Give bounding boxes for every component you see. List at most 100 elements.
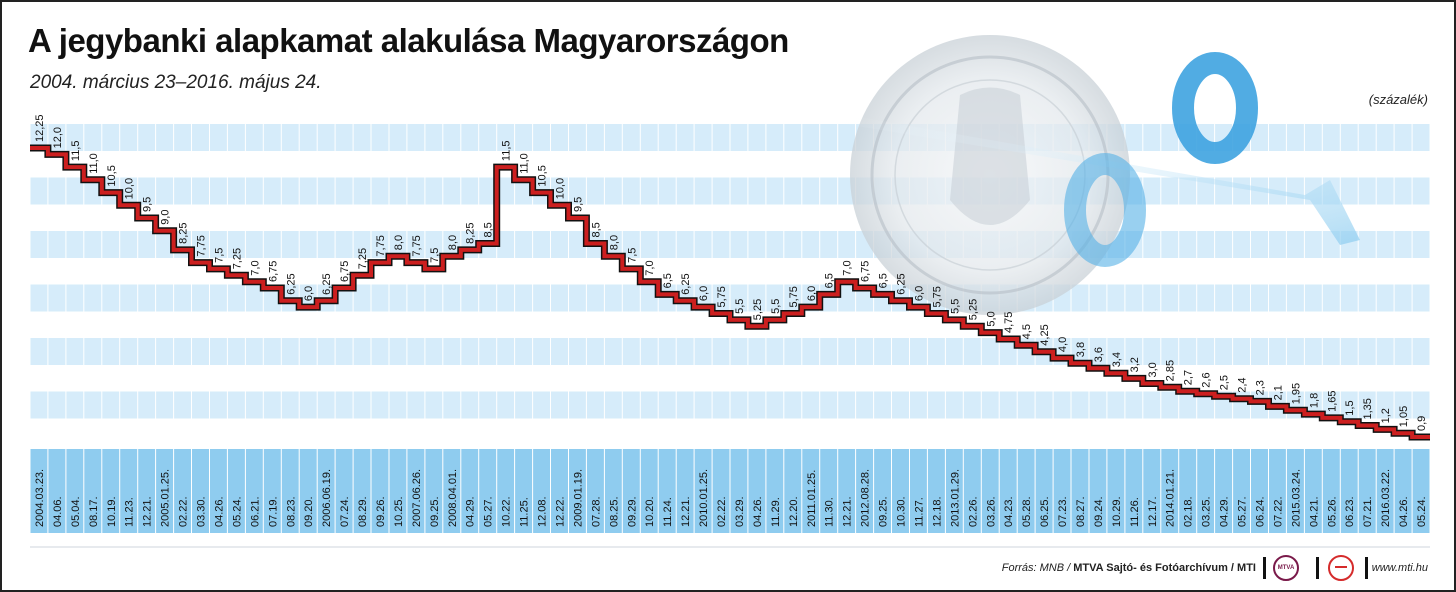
date-tick-label: 06.25. (1039, 496, 1051, 527)
date-tick-label: 06.23. (1344, 496, 1356, 527)
data-label: 6,25 (285, 273, 297, 294)
data-label: 3,6 (1093, 347, 1105, 362)
date-tick-label: 02.22. (716, 496, 728, 527)
date-tick-label: 09.26. (375, 496, 387, 527)
date-tick-label: 07.24. (339, 496, 351, 527)
date-tick-label: 2014.01.21. (1165, 469, 1177, 527)
date-tick-label: 10.29. (1111, 496, 1123, 527)
date-tick-label: 2004.03.23. (34, 469, 46, 527)
data-label: 8,5 (483, 222, 495, 237)
date-tick-label: 2009.01.19. (572, 469, 584, 527)
date-tick-label: 05.04. (70, 496, 82, 527)
date-tick-label: 03.29. (734, 496, 746, 527)
footer-divider (1263, 557, 1266, 579)
date-tick-label: 07.21. (1362, 496, 1374, 527)
date-tick-label: 10.30. (896, 496, 908, 527)
data-label: 7,0 (644, 260, 656, 275)
data-label: 1,2 (1380, 408, 1392, 423)
date-tick-label: 2007.06.26. (411, 469, 423, 527)
date-tick-label: 08.27. (1075, 496, 1087, 527)
date-tick-label: 07.22. (1272, 496, 1284, 527)
data-label: 6,5 (824, 273, 836, 288)
data-label: 11,0 (88, 153, 100, 174)
date-tick-label: 04.23. (1003, 496, 1015, 527)
date-tick-label: 11.30. (824, 497, 836, 527)
date-tick-label: 12.08. (537, 496, 549, 527)
date-tick-label: 11.27. (914, 497, 926, 527)
data-label: 7,5 (626, 248, 638, 263)
data-label: 6,0 (698, 286, 710, 301)
data-label: 6,25 (680, 273, 692, 294)
date-tick-label: 04.06. (52, 496, 64, 527)
date-tick-label: 2016.03.22. (1380, 469, 1392, 527)
footer: Forrás: MNB / MTVA Sajtó- és Fotóarchívu… (0, 554, 1456, 584)
data-label: 2,1 (1272, 385, 1284, 400)
date-tick-label: 02.18. (1183, 496, 1195, 527)
data-label: 1,95 (1290, 383, 1302, 404)
data-label: 5,75 (788, 286, 800, 307)
data-label: 11,0 (519, 153, 531, 174)
data-label: 7,0 (842, 260, 854, 275)
data-label: 2,85 (1165, 360, 1177, 381)
data-label: 8,0 (447, 235, 459, 250)
date-tick-label: 11.23. (124, 497, 136, 527)
mtva-logo-icon: MTVA (1273, 555, 1299, 581)
date-tick-label: 12.18. (931, 496, 943, 527)
date-tick-label: 09.20. (303, 496, 315, 527)
website-link[interactable]: www.mti.hu (1371, 562, 1428, 574)
data-label: 2,3 (1255, 380, 1267, 395)
date-tick-label: 11.25. (519, 497, 531, 527)
data-label: 5,75 (716, 286, 728, 307)
date-tick-label: 06.24. (1255, 496, 1267, 527)
data-label: 8,0 (608, 235, 620, 250)
data-label: 3,2 (1129, 357, 1141, 372)
footer-divider (1365, 557, 1368, 579)
data-label: 7,75 (375, 235, 387, 256)
footer-divider (1316, 557, 1319, 579)
date-tick-label: 08.23. (285, 496, 297, 527)
data-label: 8,25 (465, 222, 477, 243)
data-label: 3,8 (1075, 342, 1087, 357)
data-label: 8,25 (178, 222, 190, 243)
date-tick-label: 12.21. (680, 496, 692, 527)
date-tick-label: 04.21. (1308, 496, 1320, 527)
source-bold: MTVA Sajtó- és Fotóarchívum / MTI (1073, 562, 1256, 574)
date-tick-label: 2011.01.25. (806, 470, 818, 527)
data-label: 10,5 (537, 165, 549, 186)
data-label: 5,5 (949, 299, 961, 314)
date-tick-label: 08.25. (608, 496, 620, 527)
date-tick-label: 08.17. (88, 496, 100, 527)
data-label: 6,75 (267, 261, 279, 282)
data-label: 7,5 (214, 248, 226, 263)
coin-percent-decoration (820, 35, 1360, 315)
data-label: 4,75 (1003, 312, 1015, 333)
data-label: 7,75 (411, 235, 423, 256)
data-label: 5,5 (770, 299, 782, 314)
data-label: 5,25 (752, 299, 764, 320)
date-tick-label: 10.19. (106, 496, 118, 527)
date-tick-label: 07.28. (590, 496, 602, 527)
data-label: 1,65 (1326, 390, 1338, 411)
data-label: 12,0 (52, 127, 64, 148)
date-tick-label: 12.22. (555, 496, 567, 527)
data-label: 8,0 (393, 235, 405, 250)
date-tick-label: 05.24. (1416, 496, 1428, 527)
data-label: 6,5 (662, 273, 674, 288)
date-tick-label: 05.27. (483, 496, 495, 527)
data-label: 1,35 (1362, 398, 1374, 419)
date-tick-label: 09.24. (1093, 496, 1105, 527)
data-label: 4,5 (1021, 324, 1033, 339)
data-label: 4,0 (1057, 337, 1069, 352)
date-tick-label: 03.26. (985, 496, 997, 527)
date-tick-label: 09.25. (429, 496, 441, 527)
data-label: 6,0 (303, 286, 315, 301)
date-tick-label: 2012.08.28. (860, 469, 872, 527)
data-label: 6,75 (860, 261, 872, 282)
date-tick-label: 2005.01.25. (160, 469, 172, 527)
date-tick-label: 12.20. (788, 496, 800, 527)
date-tick-label: 05.24. (231, 496, 243, 527)
date-tick-label: 2015.03.24. (1290, 469, 1302, 527)
data-label: 9,5 (572, 197, 584, 212)
date-tick-label: 04.26. (752, 496, 764, 527)
